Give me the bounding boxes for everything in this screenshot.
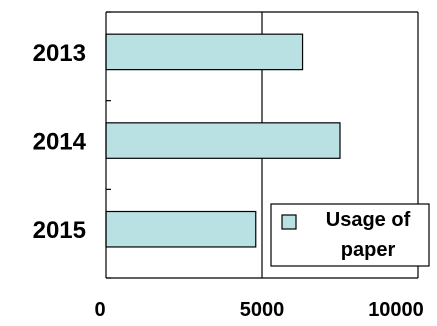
legend-label-line-1: Usage of — [326, 209, 411, 231]
category-labels: 2013 2014 2015 — [33, 40, 87, 244]
category-label-2015: 2015 — [33, 217, 86, 244]
bar-2014 — [105, 122, 341, 159]
legend-box — [270, 203, 430, 267]
x-tick-label-5000: 5000 — [240, 299, 285, 321]
bars-layer — [105, 33, 341, 248]
x-tick-label-0: 0 — [94, 299, 105, 321]
axes-layer — [105, 11, 419, 279]
bar-2013 — [105, 33, 304, 71]
category-label-2014: 2014 — [33, 129, 87, 156]
bar-2015 — [105, 210, 257, 248]
x-tick-label-10000: 10000 — [368, 299, 424, 321]
legend-swatch — [281, 214, 297, 230]
category-label-2013: 2013 — [33, 40, 86, 67]
legend: Usage of paper — [270, 203, 430, 267]
legend-label-line-2: paper — [341, 239, 396, 261]
x-tick-labels: 0 5000 10000 — [94, 299, 423, 321]
